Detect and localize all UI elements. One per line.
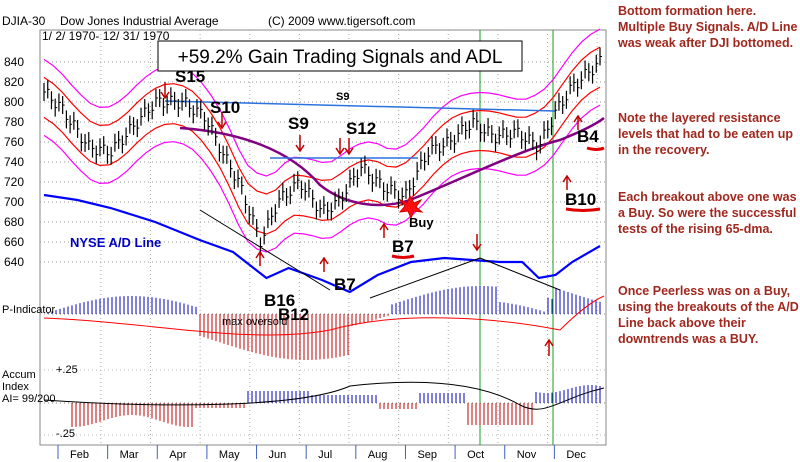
signal-s9: S9 xyxy=(288,114,309,133)
month-axis: Feb Mar Apr May Jun Jul Aug Sep Oct Nov Dec xyxy=(70,449,586,461)
month-label-sep: Sep xyxy=(417,449,437,461)
accum-title-2: Index xyxy=(2,381,29,393)
annotation-peerless: Once Peerless was on a Buy, using the br… xyxy=(618,284,799,346)
signal-b12: B12 xyxy=(278,305,309,324)
month-label-mar: Mar xyxy=(120,449,139,461)
y-tick-660: 660 xyxy=(4,235,24,249)
series-lines xyxy=(43,28,605,299)
p-indicator-title: P-Indicator xyxy=(2,304,56,316)
signal-b16: B16 xyxy=(264,291,295,310)
month-label-feb: Feb xyxy=(70,449,89,461)
buy-label: Buy xyxy=(409,215,434,230)
y-tick-680: 680 xyxy=(4,215,24,229)
max-oversold-note: max oversold xyxy=(222,316,287,328)
symbol-label: DJIA-30 xyxy=(2,14,46,28)
signal-b7-lower: B7 xyxy=(334,275,356,294)
indicator-panes xyxy=(40,286,606,436)
y-tick-820: 820 xyxy=(4,75,24,89)
price-axis: 840 820 800 780 760 740 720 700 680 660 640 xyxy=(4,55,24,269)
annotation-resistance: Note the layered resistance levels that … xyxy=(618,111,794,157)
sell-arrow-s10-head xyxy=(217,121,227,130)
sell-arrow-s15-head xyxy=(160,91,170,100)
y-tick-840: 840 xyxy=(4,55,24,69)
signal-b4: B4 xyxy=(577,127,599,146)
accum-upper: +.25 xyxy=(56,364,78,376)
upper-band-inner xyxy=(43,46,601,195)
month-label-nov: Nov xyxy=(517,449,537,461)
accum-ma xyxy=(43,381,605,410)
signal-s10: S10 xyxy=(210,98,240,117)
buy-arrow-b16-head xyxy=(255,250,265,259)
sell-arrow-s12b-head xyxy=(344,147,354,156)
y-tick-740: 740 xyxy=(4,155,24,169)
index-name: Dow Jones Industrial Average xyxy=(60,14,219,28)
month-label-apr: Apr xyxy=(169,449,186,461)
accum-lower: -.25 xyxy=(56,428,75,440)
grid xyxy=(39,29,607,459)
p-indicator-ma xyxy=(43,295,605,336)
accum-ai-text: AI= 99/200 xyxy=(2,393,56,405)
buy-arrow-b7-upper-head xyxy=(379,222,389,231)
month-label-dec: Dec xyxy=(566,449,586,461)
copyright-label: (C) 2009 www.tigersoft.com xyxy=(268,14,415,28)
lower-band-outer xyxy=(43,104,601,253)
resistance-upper xyxy=(164,100,556,112)
adl-downtrend xyxy=(199,209,331,291)
buy-underline-b10 xyxy=(565,207,601,212)
month-label-aug: Aug xyxy=(368,449,388,461)
accum-title-1: Accum xyxy=(2,369,36,381)
price-bars xyxy=(43,47,602,256)
date-range: 1/ 2/ 1970- 12/ 31/ 1970 xyxy=(42,29,170,43)
month-label-jun: Jun xyxy=(269,449,287,461)
title-box xyxy=(157,40,523,72)
buy-star xyxy=(398,194,424,220)
buy-underline-b4 xyxy=(586,146,605,151)
sell-arrow-s12a-head xyxy=(335,147,345,156)
signal-b7-upper: B7 xyxy=(392,237,414,256)
signal-arrow-nov-head xyxy=(544,338,554,347)
sell-arrow-s9-head xyxy=(295,144,305,153)
adl-label: NYSE A/D Line xyxy=(70,235,161,250)
buy-underline-b7 xyxy=(391,254,415,259)
y-tick-700: 700 xyxy=(4,195,24,209)
buy-arrow-b10-head xyxy=(562,174,572,183)
annotation-bottom-formation: Bottom formation here. Multiple Buy Sign… xyxy=(618,4,798,50)
signal-s12: S12 xyxy=(346,119,376,138)
y-tick-800: 800 xyxy=(4,95,24,109)
lower-band-inner xyxy=(43,86,601,235)
y-tick-640: 640 xyxy=(4,255,24,269)
signal-marks xyxy=(160,82,605,356)
buy-arrow-b7-head xyxy=(319,256,329,265)
annotation-breakout: Each breakout above one was a Buy. So we… xyxy=(618,190,797,236)
adl-line xyxy=(43,193,601,294)
signal-arrow-oct-head xyxy=(472,243,482,252)
resistance-label: S9 xyxy=(336,91,349,103)
y-tick-760: 760 xyxy=(4,135,24,149)
month-label-oct: Oct xyxy=(467,449,484,461)
month-label-jul: Jul xyxy=(318,449,332,461)
adl-uptrend xyxy=(369,257,481,299)
chart: DJIA-30 Dow Jones Industrial Average (C)… xyxy=(2,14,607,461)
adl-downtrend-2 xyxy=(479,257,561,291)
signal-s15: S15 xyxy=(175,67,205,86)
buy-arrow-b4-head xyxy=(573,114,583,123)
signal-b10: B10 xyxy=(565,190,596,209)
upper-band-outer xyxy=(43,28,601,177)
chart-title: +59.2% Gain Trading Signals and ADL xyxy=(178,47,503,68)
y-tick-720: 720 xyxy=(4,175,24,189)
y-tick-780: 780 xyxy=(4,115,24,129)
plot-frame xyxy=(39,29,607,446)
month-label-may: May xyxy=(219,449,240,461)
